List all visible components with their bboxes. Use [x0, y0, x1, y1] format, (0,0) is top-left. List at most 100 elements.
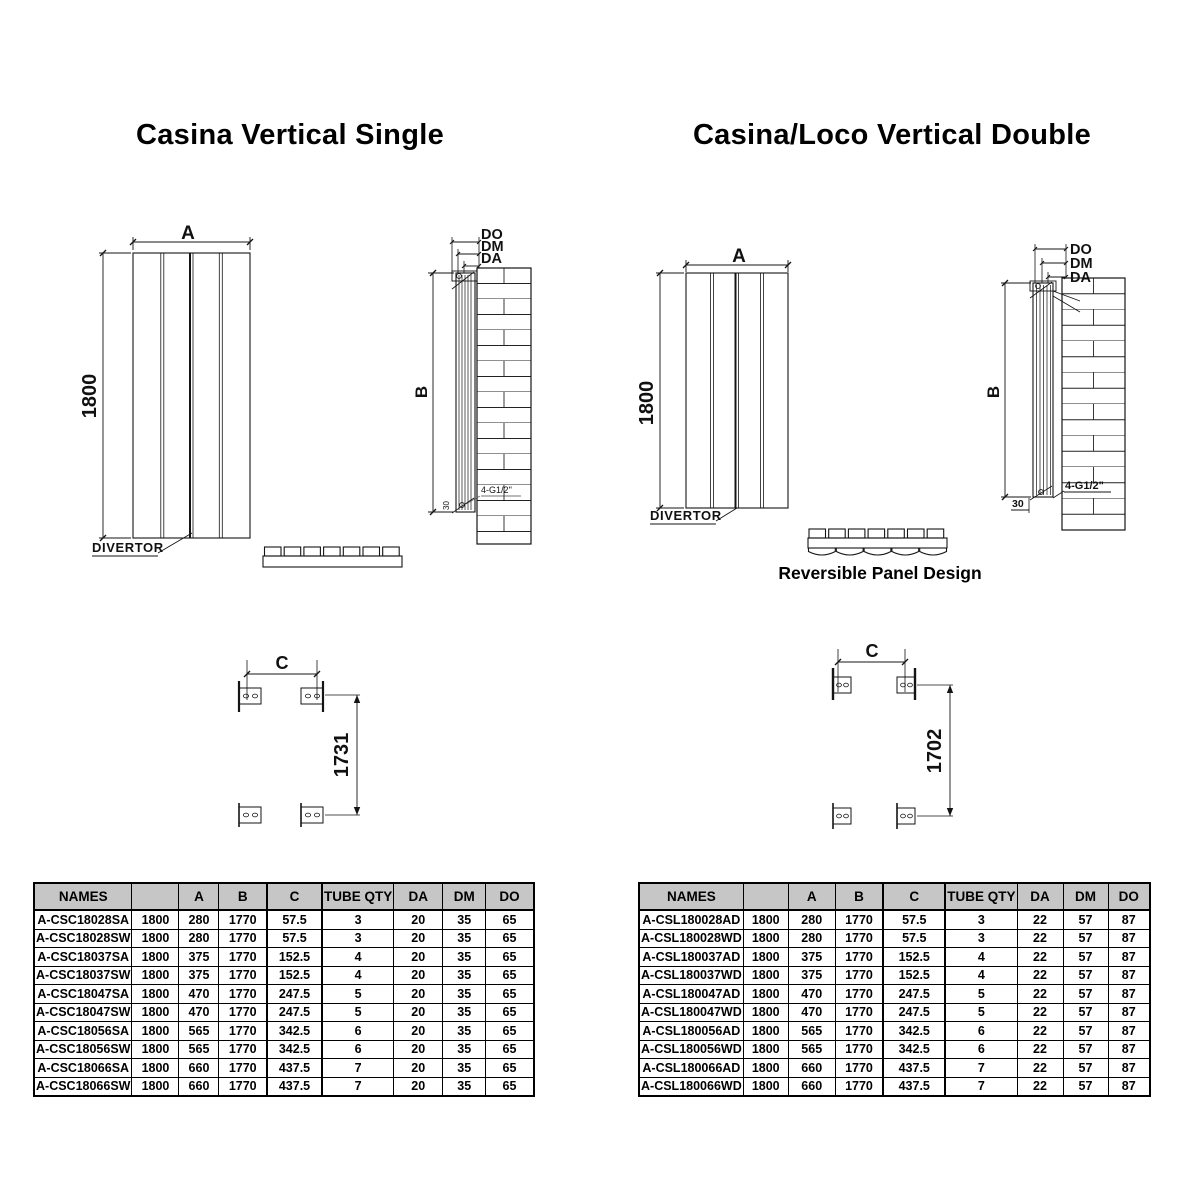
spec-value-cell: 22 — [1016, 1076, 1064, 1097]
spec-value-cell: 1800 — [742, 984, 789, 1004]
spec-value-cell: 22 — [1016, 1039, 1064, 1059]
spec-value-cell: 342.5 — [265, 1039, 323, 1059]
spec-value-cell: 20 — [393, 1039, 444, 1059]
spec-value-cell: 565 — [787, 1021, 836, 1041]
spec-value-cell: 4 — [944, 965, 1018, 985]
table-row: A-CSL180037AD 1800 375 1770 152.5 4 22 57 87 — [638, 947, 1151, 967]
spec-value-cell: 1770 — [834, 1058, 884, 1078]
spec-value-cell: 6 — [944, 1039, 1018, 1059]
spec-value-cell: 1800 — [131, 1002, 180, 1022]
spec-value-cell: 6 — [944, 1021, 1018, 1041]
spec-value-cell: 1800 — [742, 1021, 789, 1041]
single-bracket-layout — [237, 660, 361, 827]
spec-value-cell: 660 — [178, 1076, 220, 1097]
spec-value-cell: 20 — [393, 928, 444, 948]
spec-value-cell: 87 — [1107, 909, 1151, 930]
table-row: A-CSC18066SA 1800 660 1770 437.5 7 20 35 65 — [33, 1058, 535, 1078]
spec-value-cell: 65 — [485, 1058, 535, 1078]
table-row: A-CSL180047WD 1800 470 1770 247.5 5 22 57 87 — [638, 1002, 1151, 1022]
spec-value-cell: 35 — [442, 928, 487, 948]
model-name-cell: A-CSL180047WD — [638, 1002, 744, 1022]
spec-value-cell: 437.5 — [265, 1058, 323, 1078]
double-height-dim-label: 1800 — [636, 381, 658, 426]
spec-value-cell: 65 — [485, 947, 535, 967]
double-title: Casina/Loco Vertical Double — [692, 119, 1092, 151]
spec-value-cell: 35 — [442, 1039, 487, 1059]
spec-value-cell: 1770 — [218, 928, 268, 948]
spec-value-cell: 1800 — [742, 1002, 789, 1022]
single-spec-table: NAMES A B C TUBE QTY DA DM DO A-CSC18028SA 1800 28… — [33, 882, 535, 1097]
spec-value-cell: 152.5 — [265, 947, 323, 967]
spec-value-cell: 437.5 — [882, 1058, 947, 1078]
column-header: B — [218, 882, 268, 911]
spec-value-cell: 57 — [1062, 1058, 1109, 1078]
model-name-cell: A-CSL180066WD — [638, 1076, 744, 1097]
column-header: NAMES — [638, 882, 744, 911]
single-do-label: DO — [481, 227, 503, 243]
spec-value-cell: 1770 — [218, 1076, 268, 1097]
double-do-label: DO — [1070, 242, 1092, 258]
single-connection-label: 4-G1/2'' — [481, 485, 512, 495]
double-top-view — [807, 528, 948, 556]
spec-value-cell: 87 — [1107, 1058, 1151, 1078]
column-header: C — [882, 882, 947, 911]
table-row: A-CSC18028SA 1800 280 1770 57.5 3 20 35 65 — [33, 909, 535, 930]
spec-value-cell: 35 — [442, 984, 487, 1004]
column-header: A — [178, 882, 220, 911]
spec-value-cell: 565 — [787, 1039, 836, 1059]
spec-value-cell: 35 — [442, 1076, 487, 1097]
spec-value-cell: 22 — [1016, 1002, 1064, 1022]
spec-value-cell: 1800 — [131, 1039, 180, 1059]
single-da-label: DA — [481, 251, 502, 267]
spec-value-cell: 1800 — [131, 965, 180, 985]
single-height-dim-label: 1800 — [79, 374, 101, 419]
spec-value-cell: 7 — [321, 1076, 395, 1097]
spec-value-cell: 470 — [787, 1002, 836, 1022]
column-header: DO — [485, 882, 535, 911]
spec-value-cell: 1770 — [834, 928, 884, 948]
spec-value-cell: 35 — [442, 1058, 487, 1078]
spec-value-cell: 1800 — [131, 1076, 180, 1097]
spec-value-cell: 280 — [787, 928, 836, 948]
spec-value-cell: 565 — [178, 1039, 220, 1059]
table-row: A-CSL180056WD 1800 565 1770 342.5 6 22 57 87 — [638, 1039, 1151, 1059]
column-header: DO — [1107, 882, 1151, 911]
single-side-view — [428, 237, 532, 545]
spec-value-cell: 57 — [1062, 947, 1109, 967]
spec-value-cell: 152.5 — [882, 947, 947, 967]
single-title: Casina Vertical Single — [135, 119, 444, 151]
double-side-view — [1001, 244, 1126, 531]
spec-value-cell: 57 — [1062, 928, 1109, 948]
column-header: TUBE QTY — [944, 882, 1018, 911]
double-wall-offset-label: 30 — [1012, 498, 1024, 510]
spec-value-cell: 152.5 — [882, 965, 947, 985]
model-name-cell: A-CSC18066SW — [33, 1076, 133, 1097]
spec-value-cell: 247.5 — [882, 1002, 947, 1022]
double-divertor-label: DIVERTOR — [650, 508, 722, 523]
spec-value-cell: 35 — [442, 1002, 487, 1022]
spec-value-cell: 57 — [1062, 1039, 1109, 1059]
spec-value-cell: 20 — [393, 909, 444, 930]
spec-value-cell: 65 — [485, 1002, 535, 1022]
single-width-dim-label: A — [181, 223, 195, 244]
model-name-cell: A-CSC18056SW — [33, 1039, 133, 1059]
spec-value-cell: 22 — [1016, 928, 1064, 948]
column-header: DM — [1062, 882, 1109, 911]
spec-value-cell: 5 — [944, 1002, 1018, 1022]
spec-value-cell: 35 — [442, 965, 487, 985]
spec-value-cell: 1800 — [742, 965, 789, 985]
spec-value-cell: 20 — [393, 1002, 444, 1022]
spec-value-cell: 22 — [1016, 909, 1064, 930]
spec-value-cell: 22 — [1016, 984, 1064, 1004]
spec-value-cell: 22 — [1016, 1021, 1064, 1041]
model-name-cell: A-CSC18056SA — [33, 1021, 133, 1041]
spec-value-cell: 4 — [321, 965, 395, 985]
spec-value-cell: 87 — [1107, 965, 1151, 985]
column-header: A — [787, 882, 836, 911]
table-row: A-CSC18047SA 1800 470 1770 247.5 5 20 35 65 — [33, 984, 535, 1004]
spec-value-cell: 65 — [485, 984, 535, 1004]
model-name-cell: A-CSL180028AD — [638, 909, 744, 930]
spec-value-cell: 57 — [1062, 1076, 1109, 1097]
spec-value-cell: 1770 — [834, 965, 884, 985]
